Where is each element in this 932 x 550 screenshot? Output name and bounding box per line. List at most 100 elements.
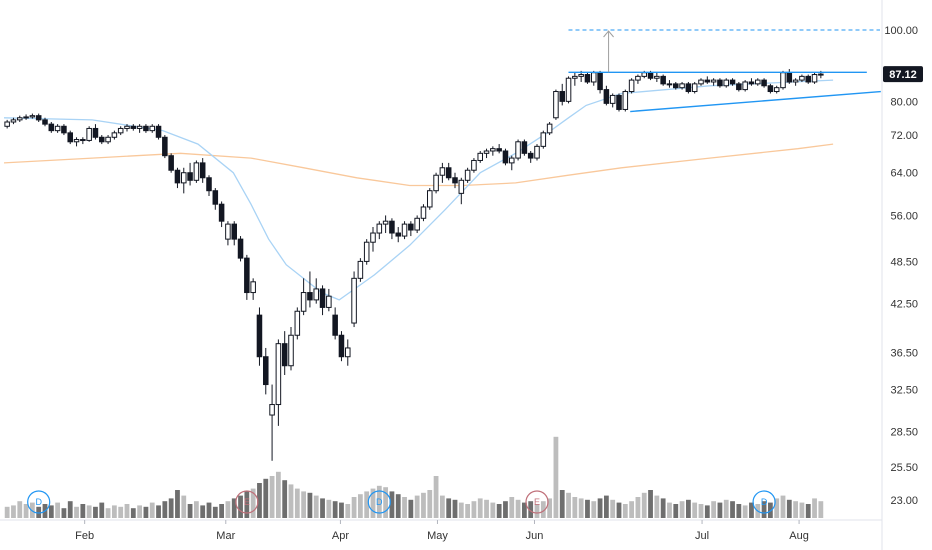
candle-up bbox=[225, 223, 231, 240]
volume-bar bbox=[673, 504, 679, 518]
volume-bar bbox=[818, 501, 824, 518]
candle-up bbox=[471, 159, 477, 171]
volume-bar bbox=[301, 491, 307, 518]
volume-bar bbox=[206, 502, 212, 518]
candle-up bbox=[483, 150, 490, 154]
candle-down bbox=[452, 177, 458, 184]
candle-down bbox=[212, 190, 219, 205]
projection-arrowhead[interactable] bbox=[603, 30, 614, 38]
volume-bar bbox=[130, 508, 136, 518]
candle-up bbox=[426, 190, 433, 208]
price-axis[interactable]: 100.00 80.00 72.00 64.00 56.00 48.50 42.50 36.5… bbox=[884, 25, 918, 507]
volume-bar bbox=[395, 494, 401, 518]
candle-down bbox=[92, 127, 99, 138]
volume-bar bbox=[364, 491, 370, 518]
price-tick-label: 100.00 bbox=[884, 25, 918, 37]
candle-down bbox=[262, 356, 269, 386]
candle-up bbox=[326, 295, 332, 308]
trendline-drawings[interactable] bbox=[568, 29, 881, 113]
event-marker-label[interactable]: D bbox=[376, 497, 383, 507]
volume-bar bbox=[742, 505, 748, 518]
candle-up bbox=[149, 125, 156, 132]
candle-down bbox=[805, 75, 812, 83]
candle-down bbox=[162, 136, 168, 157]
candle-up bbox=[710, 79, 717, 83]
volume-bar bbox=[231, 498, 237, 518]
candle-up bbox=[578, 74, 584, 77]
event-marker-label[interactable]: E bbox=[534, 497, 540, 507]
candle-up bbox=[433, 174, 439, 192]
volume-bar bbox=[774, 498, 780, 518]
event-marker-ring[interactable] bbox=[27, 490, 51, 514]
candle-up bbox=[124, 125, 130, 129]
volume-bar bbox=[55, 502, 61, 518]
candle-down bbox=[729, 79, 736, 85]
volume-bar bbox=[156, 505, 161, 518]
candle-up bbox=[275, 343, 282, 406]
volume-bar bbox=[200, 505, 206, 518]
event-marker-ring[interactable] bbox=[752, 490, 776, 514]
candle-up bbox=[641, 72, 648, 77]
candle-up bbox=[609, 94, 616, 104]
candle-down bbox=[597, 72, 603, 91]
last-price-label: 87.12 bbox=[889, 69, 917, 81]
candle-up bbox=[477, 152, 484, 161]
volume-bar bbox=[635, 497, 641, 518]
candle-down bbox=[496, 148, 502, 152]
volume-bar bbox=[370, 488, 376, 518]
volume-bar bbox=[679, 501, 685, 518]
volume-bar bbox=[616, 502, 622, 518]
volume-bar bbox=[749, 502, 754, 518]
candle-down bbox=[672, 83, 679, 89]
volume-bar bbox=[275, 471, 281, 518]
price-tick-label: 80.00 bbox=[890, 96, 918, 108]
volume-bar bbox=[175, 490, 180, 518]
candle-down bbox=[174, 169, 181, 184]
volume-bar bbox=[711, 501, 717, 518]
volume-bar bbox=[660, 498, 666, 518]
time-axis[interactable]: Feb Mar Apr May Jun Jul Aug bbox=[75, 520, 809, 542]
volume-bar bbox=[704, 505, 710, 518]
volume-bar bbox=[780, 495, 786, 518]
candle-up bbox=[546, 123, 553, 134]
volume-bar bbox=[61, 508, 67, 518]
volume-bar bbox=[4, 506, 10, 518]
volume-bar bbox=[566, 492, 571, 518]
event-marker-label[interactable]: D bbox=[761, 497, 768, 507]
volume-bar bbox=[458, 502, 464, 518]
event-marker-ring[interactable] bbox=[235, 490, 259, 514]
volume-bar bbox=[414, 495, 420, 518]
volume-bar bbox=[143, 506, 149, 518]
event-marker-ring[interactable] bbox=[525, 490, 549, 514]
candle-down bbox=[130, 125, 137, 129]
candle-up bbox=[420, 206, 427, 219]
candle-up bbox=[300, 292, 307, 312]
volume-bar bbox=[111, 505, 117, 518]
volume-bar bbox=[376, 485, 382, 518]
volume-bars bbox=[4, 436, 824, 518]
volume-bar bbox=[294, 488, 300, 518]
last-price-badge bbox=[883, 66, 923, 83]
volume-bar bbox=[345, 504, 351, 518]
candle-up bbox=[269, 404, 275, 416]
candle-up bbox=[193, 162, 200, 181]
event-marker-ring[interactable] bbox=[367, 490, 391, 514]
volume-bar bbox=[93, 506, 98, 518]
event-marker-label[interactable]: D bbox=[35, 497, 42, 507]
support-trendline[interactable] bbox=[630, 90, 881, 113]
event-marker-label[interactable]: E bbox=[244, 497, 250, 507]
volume-bar bbox=[244, 491, 250, 518]
candlesticks bbox=[4, 69, 824, 461]
candle-up bbox=[628, 79, 635, 93]
candle-up bbox=[376, 223, 383, 234]
price-tick-label: 23.00 bbox=[890, 495, 918, 507]
volume-bar bbox=[717, 502, 723, 518]
volume-bar bbox=[484, 499, 489, 518]
volume-bar bbox=[572, 497, 578, 518]
volume-bar bbox=[553, 436, 559, 518]
candle-down bbox=[187, 172, 193, 181]
volume-bar bbox=[326, 499, 332, 518]
candle-up bbox=[572, 75, 578, 79]
